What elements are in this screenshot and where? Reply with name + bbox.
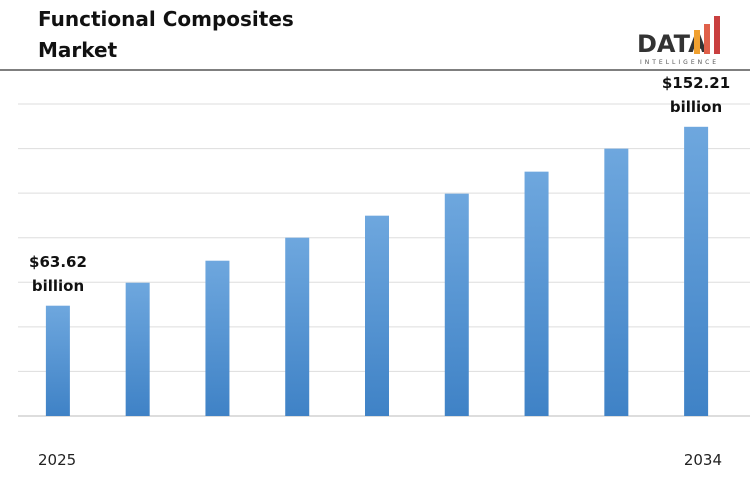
bar [604,148,629,416]
bar [444,193,469,416]
bar [684,126,709,416]
bar [365,215,389,416]
bar [125,282,150,416]
value-label: $63.62 billion [29,252,87,295]
value-label: $152.21 billion [661,73,731,116]
x-tick-label: 2025 [38,451,76,469]
logo-bar [694,30,700,54]
logo-bar [704,24,710,54]
bar [45,305,70,416]
chart-title: Functional Composites Market [38,7,294,62]
logo-tagline: INTELLIGENCE [640,59,719,66]
bar [285,237,310,416]
logo: DATA INTELLIGENCE [637,16,720,66]
logo-bar [714,16,720,54]
bar [524,171,549,416]
x-tick-label: 2034 [684,451,722,469]
bar [205,260,230,416]
